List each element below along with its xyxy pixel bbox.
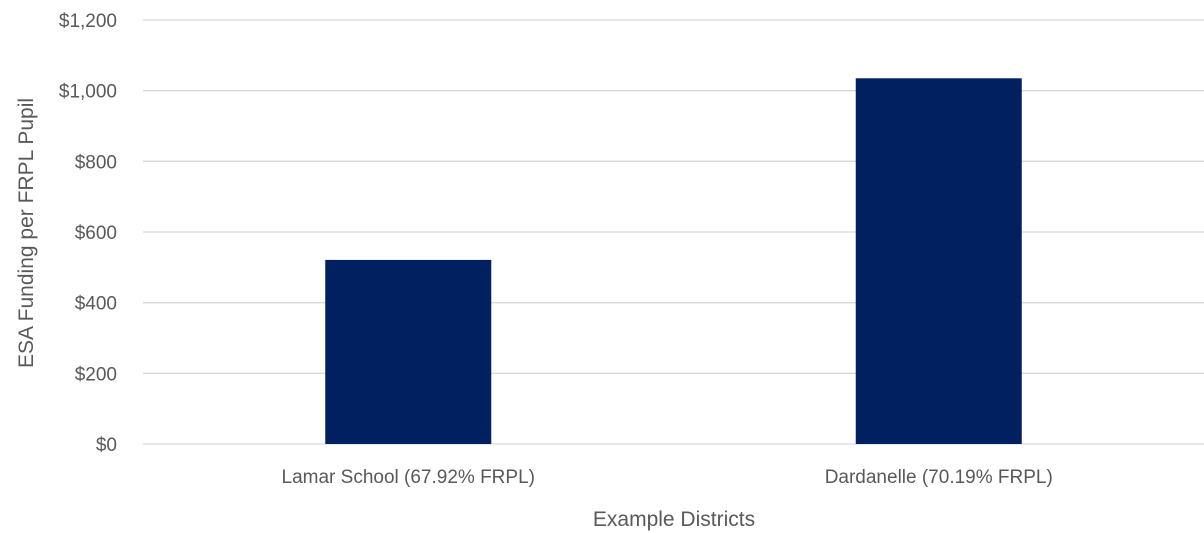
y-tick-label: $0 bbox=[96, 435, 117, 456]
y-tick-label: $600 bbox=[75, 223, 117, 244]
x-axis-title: Example Districts bbox=[593, 508, 755, 531]
y-tick-label: $1,200 bbox=[59, 11, 117, 32]
x-tick-label: Dardanelle (70.19% FRPL) bbox=[825, 467, 1053, 488]
bars bbox=[325, 78, 1022, 445]
gridlines bbox=[143, 19, 1204, 445]
y-axis-title: ESA Funding per FRPL Pupil bbox=[15, 98, 38, 368]
y-tick-label: $400 bbox=[75, 294, 117, 315]
y-axis-tick-labels: $0 $200 $400 $600 $800 $1,000 $1,200 bbox=[59, 11, 117, 456]
y-tick-label: $1,000 bbox=[59, 82, 117, 103]
bar-1 bbox=[855, 78, 1022, 445]
x-axis-tick-labels: Lamar School (67.92% FRPL) Dardanelle (70… bbox=[282, 467, 1053, 488]
bar-0 bbox=[325, 259, 492, 444]
y-tick-label: $800 bbox=[75, 152, 117, 173]
y-tick-label: $200 bbox=[75, 364, 117, 385]
x-tick-label: Lamar School (67.92% FRPL) bbox=[282, 467, 535, 488]
